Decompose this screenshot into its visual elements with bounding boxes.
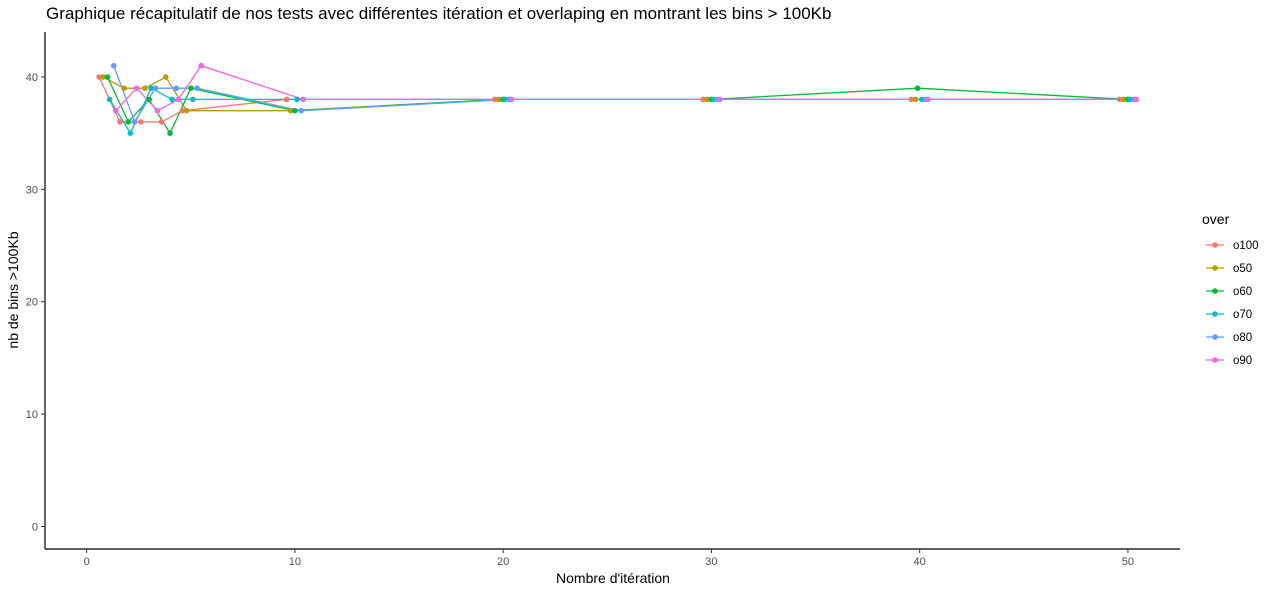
x-axis-title: Nombre d'itération [556,570,670,586]
legend-key-point [1212,288,1218,294]
data-point-o60 [914,85,921,91]
data-point-o100 [138,119,144,125]
series-line-o80 [113,65,1135,124]
y-tick-label: 40 [26,72,38,84]
legend: over o100 o50 o60 o70 o80 o90 [1202,211,1259,367]
data-point-o60 [146,96,152,103]
y-tick-label: 0 [32,522,38,534]
data-point-o100 [117,119,123,125]
y-tick-label: 20 [26,297,38,309]
data-point-o50 [100,74,107,80]
series-points [96,62,1140,136]
data-point-o70 [919,96,925,103]
axes [44,32,1180,550]
data-point-o70 [1127,96,1133,103]
data-point-o100 [179,107,186,114]
legend-item-o50: o50 [1206,263,1252,275]
axis-ticks: 0 10 20 30 40 50 0 10 20 30 40 [26,72,1134,568]
legend-item-o100: o100 [1206,240,1259,252]
legend-item-o90: o90 [1206,355,1252,367]
y-tick-label: 30 [26,184,38,196]
data-point-o60 [188,85,194,91]
y-tick-label: 10 [26,409,38,421]
legend-key-point [1212,265,1218,271]
legend-label: o50 [1233,263,1252,275]
x-tick-label: 50 [1122,556,1134,568]
data-point-o90 [300,96,307,103]
legend-label: o90 [1233,355,1252,367]
data-point-o70 [127,130,134,136]
data-point-o60 [104,74,111,80]
legend-key-point [1212,334,1218,340]
data-point-o50 [142,85,148,91]
data-point-o90 [508,96,515,103]
data-point-o70 [169,96,175,103]
data-point-o70 [502,96,509,103]
x-tick-label: 30 [705,556,717,568]
legend-title: over [1202,211,1230,227]
data-point-o50 [704,96,711,103]
data-point-o90 [175,96,182,103]
x-tick-label: 40 [914,556,926,568]
data-point-o90 [113,107,119,114]
data-point-o90 [1133,96,1140,103]
legend-label: o70 [1233,309,1252,321]
data-point-o70 [190,96,196,103]
legend-label: o100 [1233,240,1259,252]
data-point-o60 [125,119,132,125]
legend-item-o70: o70 [1206,309,1252,321]
data-point-o90 [154,107,161,114]
data-point-o90 [198,62,204,69]
data-point-o80 [194,85,200,91]
data-point-o80 [152,85,159,91]
data-point-o100 [158,119,165,125]
data-point-o80 [298,107,305,114]
data-point-o100 [1116,96,1123,103]
legend-label: o60 [1233,286,1252,298]
legend-key-point [1212,311,1218,317]
series-line-o50 [102,76,1124,112]
data-point-o60 [292,107,298,114]
data-point-o50 [496,96,502,103]
series-lines [98,64,1137,135]
legend-key-point [1212,242,1218,248]
data-point-o100 [492,96,498,103]
x-tick-label: 0 [84,556,90,568]
chart-title: Graphique récapitulatif de nos tests ave… [46,4,831,23]
data-point-o50 [912,96,919,103]
x-tick-label: 10 [289,556,301,568]
data-point-o50 [287,107,294,114]
data-point-o60 [167,130,173,136]
data-point-o90 [717,96,723,103]
legend-label: o80 [1233,332,1252,344]
data-point-o80 [131,119,138,125]
data-point-o100 [908,96,915,103]
data-point-o90 [133,85,140,91]
data-point-o100 [283,96,290,103]
legend-item-o80: o80 [1206,332,1252,344]
data-point-o80 [110,62,117,69]
data-point-o50 [183,107,190,114]
data-point-o50 [1121,96,1127,103]
data-point-o90 [925,96,931,103]
data-point-o80 [173,85,179,91]
data-point-o100 [96,74,102,80]
x-tick-label: 20 [497,556,509,568]
data-point-o50 [163,74,169,80]
data-point-o70 [148,85,154,91]
data-point-o100 [700,96,706,103]
y-axis-title: nb de bins >100Kb [5,231,21,348]
data-point-o70 [294,96,300,103]
data-point-o70 [106,96,113,103]
data-point-o70 [710,96,717,103]
data-point-o50 [121,85,127,91]
legend-item-o60: o60 [1206,286,1252,298]
legend-key-point [1212,357,1218,363]
